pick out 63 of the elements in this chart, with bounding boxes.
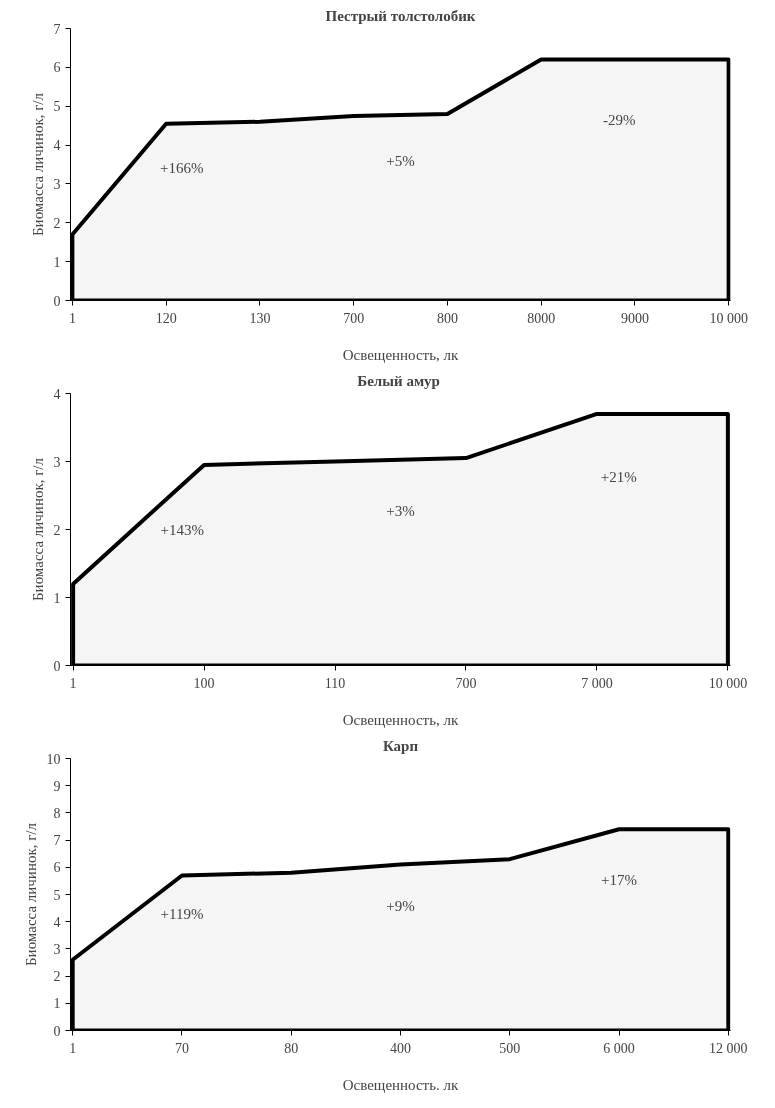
x-tick-label: 6 000 bbox=[603, 1040, 635, 1056]
annotation: +143% bbox=[160, 521, 204, 538]
annotation: +119% bbox=[160, 906, 204, 923]
x-tick-label: 8000 bbox=[527, 310, 556, 326]
x-tick-label: 70 bbox=[174, 1040, 189, 1056]
x-tick-label: 9000 bbox=[620, 310, 649, 326]
y-tick-label: 6 bbox=[53, 60, 61, 76]
y-tick-label: 1 bbox=[53, 590, 61, 606]
y-tick-label: 4 bbox=[53, 138, 61, 154]
chart-title: Белый амур bbox=[357, 372, 440, 389]
y-tick-label: 1 bbox=[53, 254, 61, 270]
y-tick-label: 3 bbox=[53, 941, 61, 957]
annotation: +21% bbox=[600, 468, 637, 485]
y-tick-label: 10 bbox=[46, 751, 61, 767]
x-axis-title: Освещенность, лк bbox=[342, 711, 460, 728]
y-tick-label: 1 bbox=[53, 996, 61, 1012]
annotation: +3% bbox=[386, 503, 415, 520]
y-tick-label: 6 bbox=[53, 860, 61, 876]
y-tick-label: 2 bbox=[53, 969, 61, 985]
y-tick-label: 0 bbox=[53, 293, 61, 309]
annotation: -29% bbox=[603, 111, 636, 128]
x-tick-label: 700 bbox=[455, 675, 477, 691]
y-tick-label: 7 bbox=[53, 833, 61, 849]
x-tick-label: 800 bbox=[436, 310, 458, 326]
x-tick-label: 130 bbox=[249, 310, 271, 326]
y-tick-label: 3 bbox=[53, 454, 61, 470]
y-tick-label: 3 bbox=[53, 176, 61, 192]
y-tick-label: 4 bbox=[53, 386, 61, 402]
y-tick-label: 2 bbox=[53, 215, 61, 231]
x-tick-label: 500 bbox=[499, 1040, 521, 1056]
y-tick-label: 7 bbox=[53, 21, 61, 37]
y-tick-label: 8 bbox=[53, 805, 61, 821]
x-tick-label: 1 bbox=[68, 310, 76, 326]
x-axis-title: Освещенность. лк bbox=[342, 1076, 460, 1093]
x-tick-label: 110 bbox=[324, 675, 346, 691]
x-tick-label: 120 bbox=[155, 310, 177, 326]
annotation: +166% bbox=[160, 159, 204, 176]
x-tick-label: 7 000 bbox=[581, 675, 613, 691]
x-tick-label: 700 bbox=[343, 310, 365, 326]
chart-title: Карп bbox=[382, 737, 419, 754]
chart-title: Пестрый толстолобик bbox=[325, 7, 476, 24]
x-tick-label: 1 bbox=[69, 675, 77, 691]
y-axis-title: Биомасса личинок, г/л bbox=[29, 457, 46, 602]
x-tick-label: 1 bbox=[69, 1040, 77, 1056]
annotation: +5% bbox=[386, 153, 415, 170]
x-tick-label: 400 bbox=[390, 1040, 411, 1056]
x-tick-label: 80 bbox=[284, 1040, 299, 1056]
y-tick-label: 5 bbox=[53, 887, 61, 903]
y-tick-label: 4 bbox=[53, 914, 61, 930]
y-tick-label: 0 bbox=[53, 1023, 61, 1039]
y-tick-label: 2 bbox=[53, 522, 61, 538]
annotation: +17% bbox=[601, 871, 638, 888]
x-tick-label: 12 000 bbox=[709, 1040, 748, 1056]
y-tick-label: 5 bbox=[53, 99, 61, 115]
annotation: +9% bbox=[386, 898, 415, 915]
x-tick-label: 100 bbox=[193, 675, 215, 691]
y-axis-title: Биомасса личинок, г/л bbox=[29, 92, 46, 237]
x-axis-title: Освещенность, лк bbox=[342, 346, 460, 363]
y-tick-label: 9 bbox=[53, 778, 61, 794]
x-tick-label: 10 000 bbox=[709, 310, 748, 326]
y-axis-title: Биомасса личинок, г/л bbox=[22, 822, 39, 967]
x-tick-label: 10 000 bbox=[708, 675, 748, 691]
y-tick-label: 0 bbox=[53, 658, 61, 674]
